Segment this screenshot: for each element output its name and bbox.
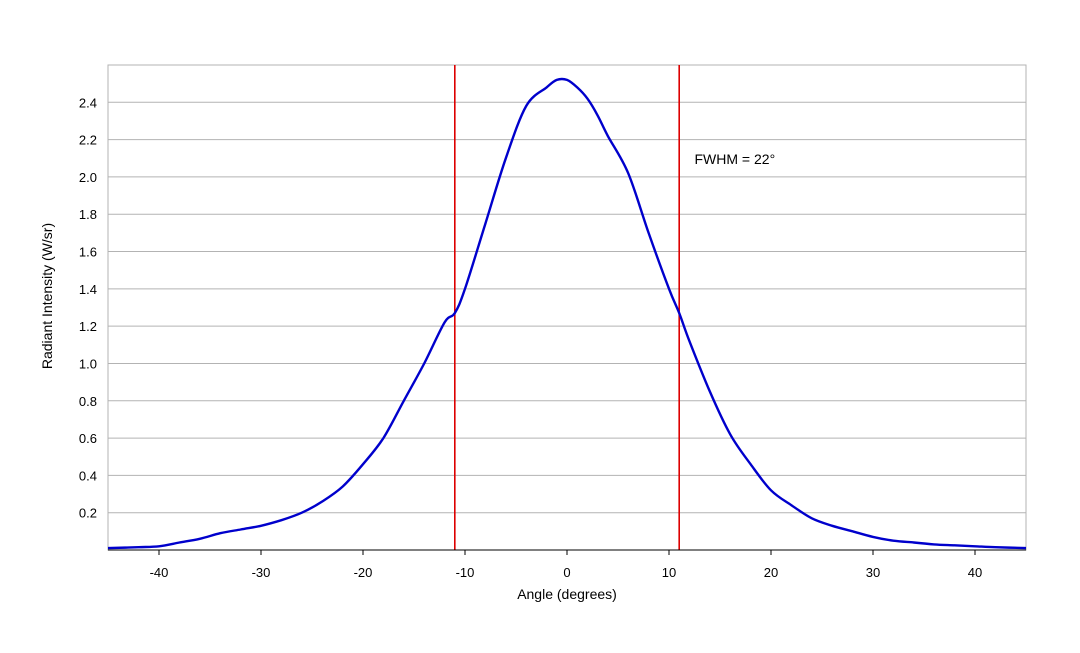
y-tick-label: 1.8 (79, 207, 97, 222)
y-tick-label: 1.2 (79, 319, 97, 334)
x-axis-title: Angle (degrees) (517, 586, 617, 602)
y-tick-label: 2.0 (79, 170, 97, 185)
x-axis-ticks: -40 -30 -20 -10 0 10 20 30 40 (150, 550, 982, 580)
fwhm-markers (453, 65, 681, 550)
plot-area (108, 65, 1026, 550)
y-axis-ticks: 0.2 0.4 0.6 0.8 1.0 1.2 1.4 1.6 1.8 2.0 2.2 2.4 (79, 95, 97, 520)
y-tick-label: 0.8 (79, 394, 97, 409)
y-tick-label: 0.4 (79, 468, 97, 483)
y-axis-title: Radiant Intensity (W/sr) (39, 223, 55, 369)
x-tick-label: 40 (968, 565, 982, 580)
y-tick-label: 1.4 (79, 282, 97, 297)
y-tick-label: 1.6 (79, 245, 97, 260)
annotations: FWHM = 22° (695, 151, 776, 167)
x-tick-label: 30 (866, 565, 880, 580)
intensity-curve (107, 77, 1027, 550)
x-tick-label: 0 (563, 565, 570, 580)
x-tick-label: 20 (764, 565, 778, 580)
x-tick-label: -20 (354, 565, 373, 580)
x-tick-label: 10 (662, 565, 676, 580)
y-tick-label: 2.4 (79, 95, 97, 110)
series-layer (107, 77, 1027, 550)
y-tick-label: 0.6 (79, 431, 97, 446)
x-tick-label: -10 (456, 565, 475, 580)
y-tick-label: 1.0 (79, 356, 97, 371)
x-tick-label: -40 (150, 565, 169, 580)
x-tick-label: -30 (252, 565, 271, 580)
y-tick-label: 2.2 (79, 133, 97, 148)
grid-lines (108, 101, 1026, 514)
fwhm-annotation: FWHM = 22° (695, 151, 776, 167)
y-tick-label: 0.2 (79, 506, 97, 521)
